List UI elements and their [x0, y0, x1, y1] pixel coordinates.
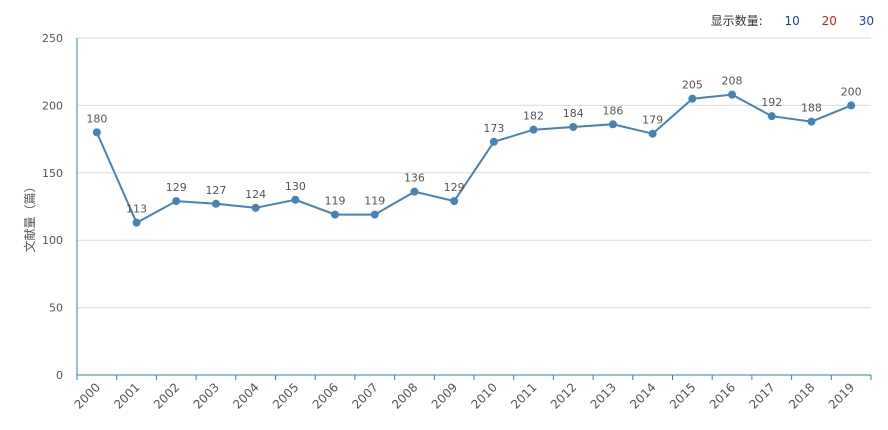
data-label-2014: 179 — [642, 114, 663, 127]
data-point-2014[interactable] — [648, 129, 657, 138]
y-tick-label-200: 200 — [42, 99, 63, 112]
data-label-2001: 113 — [126, 203, 147, 216]
data-label-2019: 200 — [841, 85, 862, 98]
data-point-2001[interactable] — [132, 218, 141, 227]
x-tick-label-2018: 2018 — [786, 380, 817, 411]
data-label-2018: 188 — [801, 102, 822, 115]
x-tick-label-2007: 2007 — [349, 380, 380, 411]
data-point-2013[interactable] — [608, 120, 617, 129]
data-label-2017: 192 — [761, 96, 782, 109]
data-label-2000: 180 — [86, 112, 107, 125]
data-label-2004: 124 — [245, 188, 266, 201]
data-label-2010: 173 — [483, 122, 504, 135]
x-tick-label-2017: 2017 — [746, 380, 777, 411]
data-label-2011: 182 — [523, 110, 544, 123]
y-axis-title: 文献量（篇） — [22, 180, 37, 252]
y-tick-label-150: 150 — [42, 167, 63, 180]
data-point-2017[interactable] — [767, 112, 776, 121]
y-tick-label-100: 100 — [42, 234, 63, 247]
y-tick-label-250: 250 — [42, 32, 63, 45]
data-label-2002: 129 — [166, 181, 187, 194]
data-label-2013: 186 — [602, 104, 623, 117]
display-count-selector: 显示数量: 10 20 30 — [711, 12, 874, 29]
data-label-2012: 184 — [563, 107, 584, 120]
x-tick-label-2002: 2002 — [151, 380, 182, 411]
data-labels: 180 113 129 127 124 130 119 119 136 129 173 182 184 1… — [86, 75, 861, 216]
count-option-10[interactable]: 10 — [784, 14, 800, 28]
x-tick-label-2009: 2009 — [429, 380, 460, 411]
y-tick-label-0: 0 — [56, 369, 63, 382]
series-line — [95, 93, 852, 225]
data-point-2004[interactable] — [251, 203, 260, 212]
x-tick-label-2012: 2012 — [548, 380, 579, 411]
x-tick-label-2015: 2015 — [667, 380, 698, 411]
x-tick-label-2008: 2008 — [389, 380, 420, 411]
x-tick-label-2005: 2005 — [270, 380, 301, 411]
data-label-2009: 129 — [444, 181, 465, 194]
data-point-2016[interactable] — [728, 90, 737, 99]
data-points — [92, 90, 856, 227]
x-tick-label-2003: 2003 — [191, 380, 222, 411]
data-point-2010[interactable] — [489, 137, 498, 146]
count-option-30[interactable]: 30 — [858, 14, 874, 28]
data-point-2003[interactable] — [211, 199, 220, 208]
data-point-2009[interactable] — [450, 197, 459, 206]
data-label-2007: 119 — [364, 195, 385, 208]
data-point-2019[interactable] — [847, 101, 856, 110]
data-label-2015: 205 — [682, 79, 703, 92]
x-tick-label-2006: 2006 — [310, 380, 341, 411]
data-point-2007[interactable] — [370, 210, 379, 219]
x-tick-label-2011: 2011 — [508, 380, 539, 411]
data-point-2012[interactable] — [569, 122, 578, 131]
data-label-2016: 208 — [722, 75, 743, 88]
x-tick-label-2004: 2004 — [230, 380, 261, 411]
data-point-2011[interactable] — [529, 125, 538, 134]
x-tick-label-2010: 2010 — [468, 380, 499, 411]
x-tick-label-2014: 2014 — [627, 380, 658, 411]
x-tick-label-2013: 2013 — [588, 380, 619, 411]
data-label-2006: 119 — [325, 195, 346, 208]
x-axis-ticks: 2000 2001 2002 2003 2004 2005 2006 2007 2008 2009… — [71, 375, 872, 412]
x-tick-label-2001: 2001 — [111, 380, 142, 411]
y-tick-label-50: 50 — [49, 302, 63, 315]
count-option-20[interactable]: 20 — [821, 14, 837, 28]
y-axis-ticks: 0 50 100 150 200 250 — [42, 32, 63, 382]
data-label-2005: 130 — [285, 180, 306, 193]
data-point-2000[interactable] — [92, 128, 101, 137]
data-label-2003: 127 — [205, 184, 226, 197]
x-tick-label-2000: 2000 — [71, 380, 102, 411]
data-point-2008[interactable] — [410, 187, 419, 196]
data-point-2006[interactable] — [331, 210, 340, 219]
data-point-2018[interactable] — [807, 117, 816, 126]
data-point-2002[interactable] — [172, 197, 181, 206]
data-point-2005[interactable] — [291, 195, 300, 204]
x-tick-label-2016: 2016 — [707, 380, 738, 411]
display-count-label: 显示数量: — [710, 14, 763, 28]
data-point-2015[interactable] — [688, 94, 697, 103]
x-tick-label-2019: 2019 — [826, 380, 857, 411]
data-label-2008: 136 — [404, 172, 425, 185]
